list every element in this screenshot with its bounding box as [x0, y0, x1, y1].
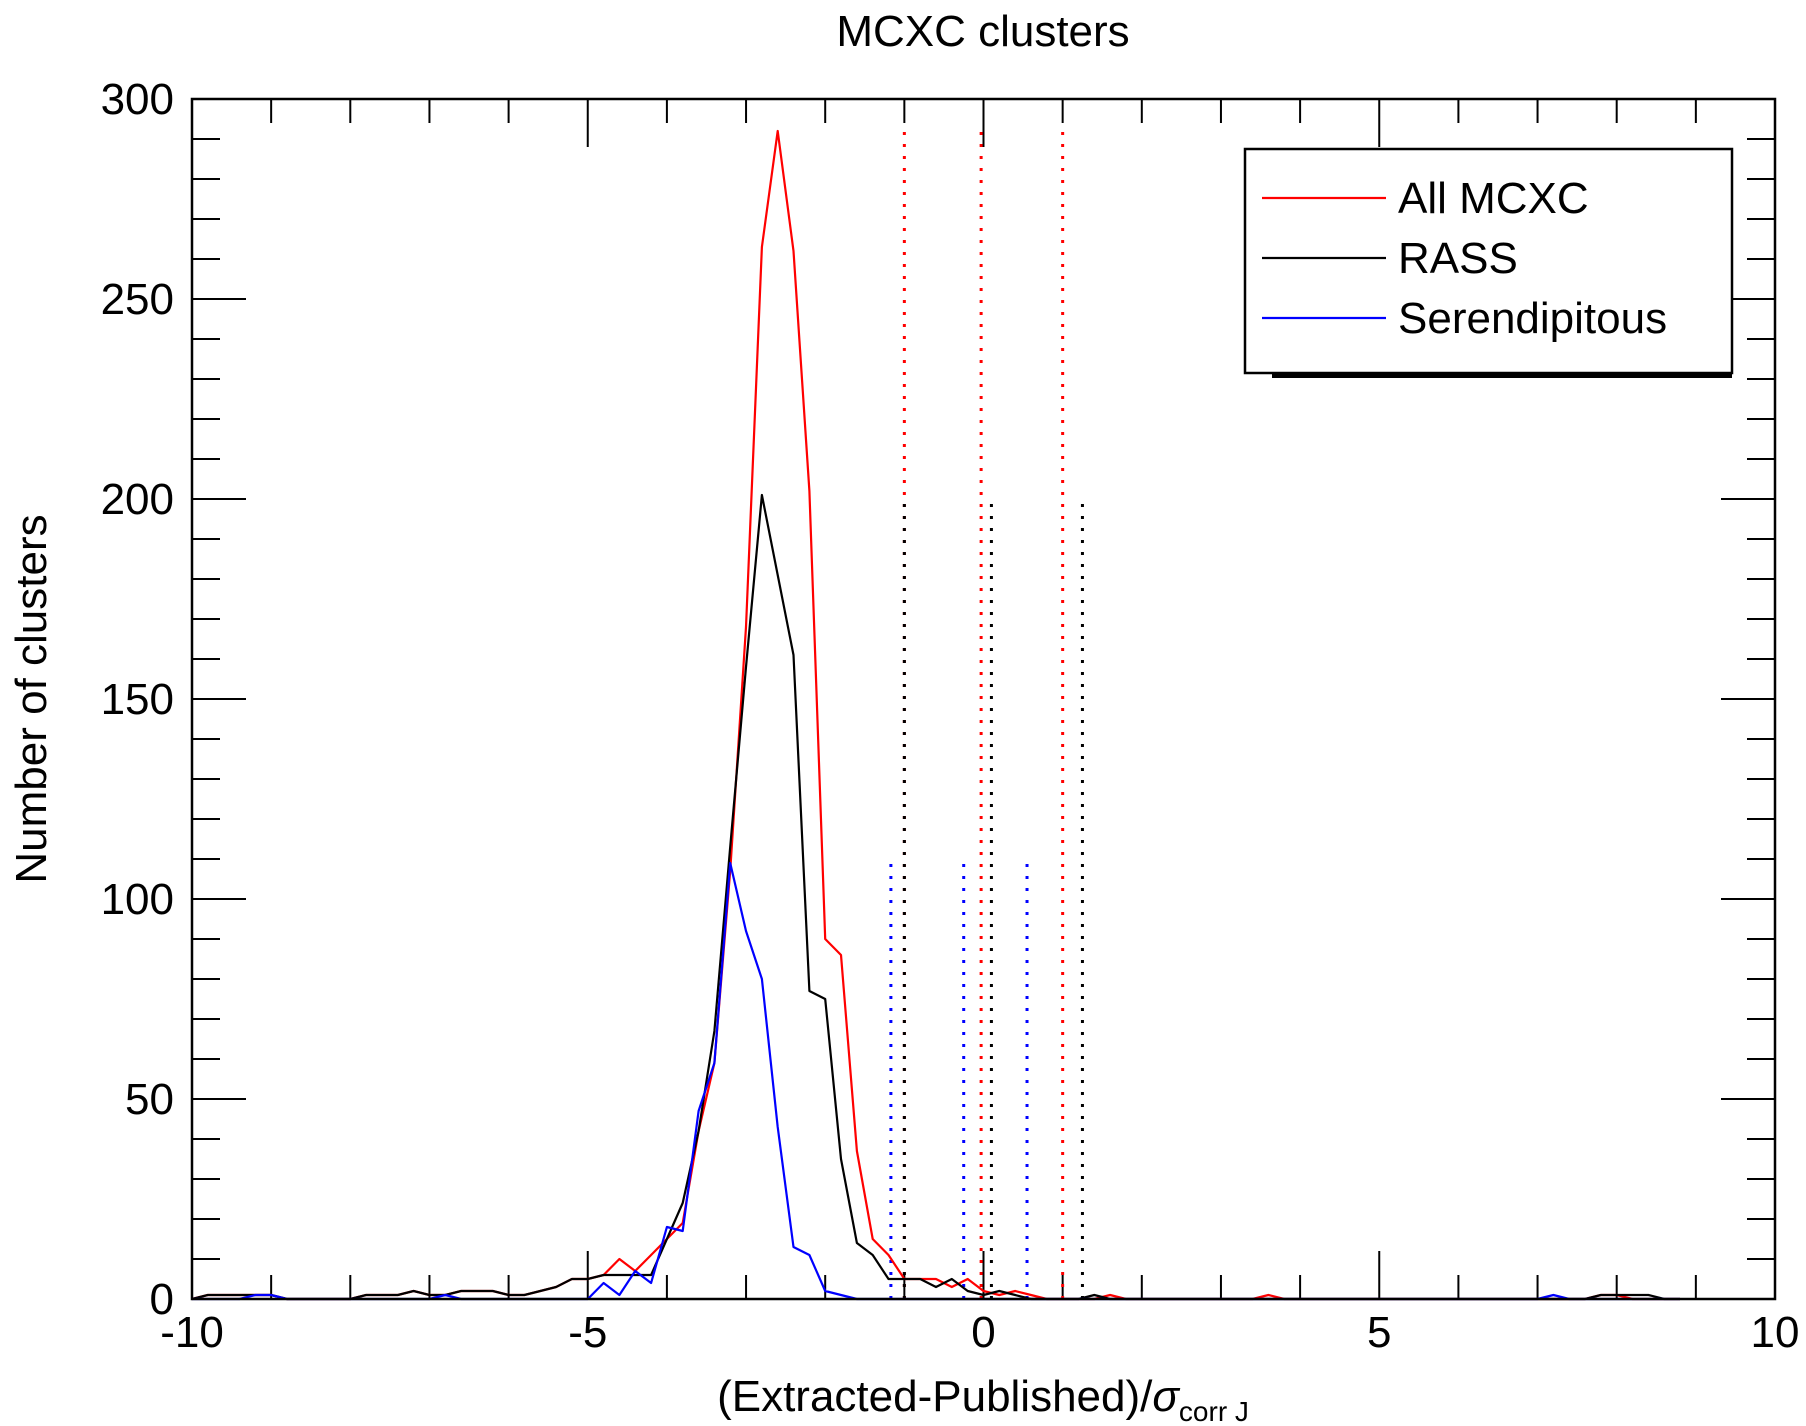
x-axis-label-text: (Extracted-Published)/: [717, 1372, 1153, 1421]
legend-label: RASS: [1398, 234, 1518, 283]
legend-items: All MCXC RASS Serendipitous: [1262, 174, 1667, 343]
x-axis-label: (Extracted-Published)/σcorr J: [717, 1372, 1249, 1426]
legend: All MCXC RASS Serendipitous: [1243, 147, 1734, 378]
y-tick-label: 200: [101, 475, 174, 524]
y-tick-label: 50: [125, 1075, 174, 1124]
y-axis-label: Number of clusters: [7, 514, 56, 883]
x-axis-label-subscript: corr J: [1179, 1396, 1249, 1426]
legend-label: All MCXC: [1398, 174, 1589, 223]
y-tick-label: 250: [101, 275, 174, 324]
x-axis-label-sigma: σ: [1152, 1372, 1180, 1421]
plot-frame: [190, 97, 1777, 1301]
legend-label: Serendipitous: [1398, 294, 1667, 343]
x-tick-label: -10: [160, 1308, 224, 1357]
reference-lines: [889, 131, 1084, 1299]
legend-box: [1243, 147, 1734, 375]
chart-title: MCXC clusters: [836, 7, 1129, 56]
x-tick-label: 10: [1751, 1308, 1800, 1357]
x-tick-label: -5: [568, 1308, 607, 1357]
y-tick-label: 0: [150, 1275, 174, 1324]
x-tick-label: 5: [1367, 1308, 1391, 1357]
x-tick-label: 0: [971, 1308, 995, 1357]
y-tick-label: 100: [101, 875, 174, 924]
y-tick-label: 300: [101, 75, 174, 124]
y-tick-label: 150: [101, 675, 174, 724]
